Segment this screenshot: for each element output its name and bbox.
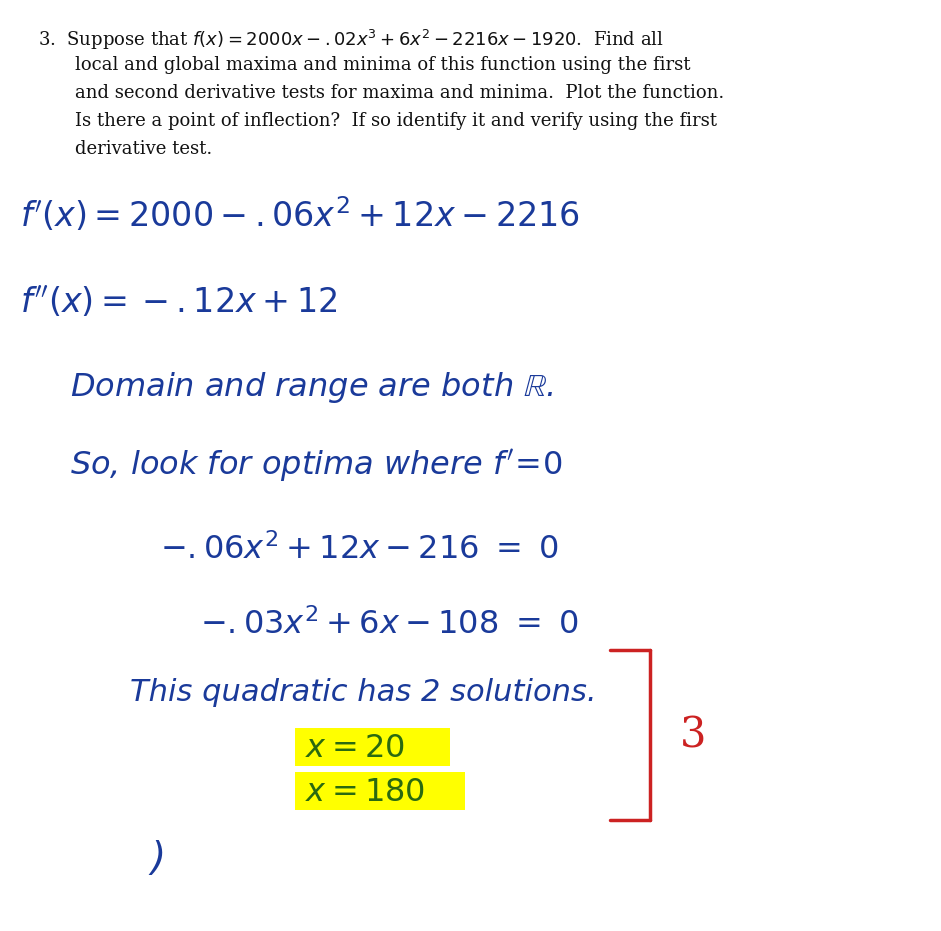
Bar [295, 772, 465, 810]
Text: $-.03x^2+6x-108\ =\ 0$: $-.03x^2+6x-108\ =\ 0$ [200, 608, 579, 641]
Text: This quadratic has 2 solutions.: This quadratic has 2 solutions. [130, 678, 597, 707]
Text: So, look for optima where $f'\!=\!0$: So, look for optima where $f'\!=\!0$ [70, 448, 563, 484]
Text: $f''(x) = -.12x + 12$: $f''(x) = -.12x + 12$ [20, 285, 337, 319]
Text: $f'(x) = 2000 - .06x^2 + 12x - 2216$: $f'(x) = 2000 - .06x^2 + 12x - 2216$ [20, 195, 580, 234]
Bar [295, 728, 450, 766]
Text: local and global maxima and minima of this function using the first: local and global maxima and minima of th… [75, 56, 691, 74]
Text: $-.06x^2+12x-216\ =\ 0$: $-.06x^2+12x-216\ =\ 0$ [160, 533, 559, 566]
Text: ): ) [150, 840, 165, 878]
Text: derivative test.: derivative test. [75, 140, 213, 158]
Text: and second derivative tests for maxima and minima.  Plot the function.: and second derivative tests for maxima a… [75, 84, 725, 102]
Text: 3.  Suppose that $f(x) = 2000x - .02x^3 + 6x^2 - 2216x - 1920$.  Find all: 3. Suppose that $f(x) = 2000x - .02x^3 +… [38, 28, 664, 52]
Text: 3: 3 [680, 714, 707, 756]
Text: Is there a point of inflection?  If so identify it and verify using the first: Is there a point of inflection? If so id… [75, 112, 717, 130]
Text: Domain and range are both $\mathbb{R}$.: Domain and range are both $\mathbb{R}$. [70, 370, 553, 405]
Text: $x=20$: $x=20$ [305, 733, 405, 764]
Text: $x=180$: $x=180$ [305, 777, 425, 808]
